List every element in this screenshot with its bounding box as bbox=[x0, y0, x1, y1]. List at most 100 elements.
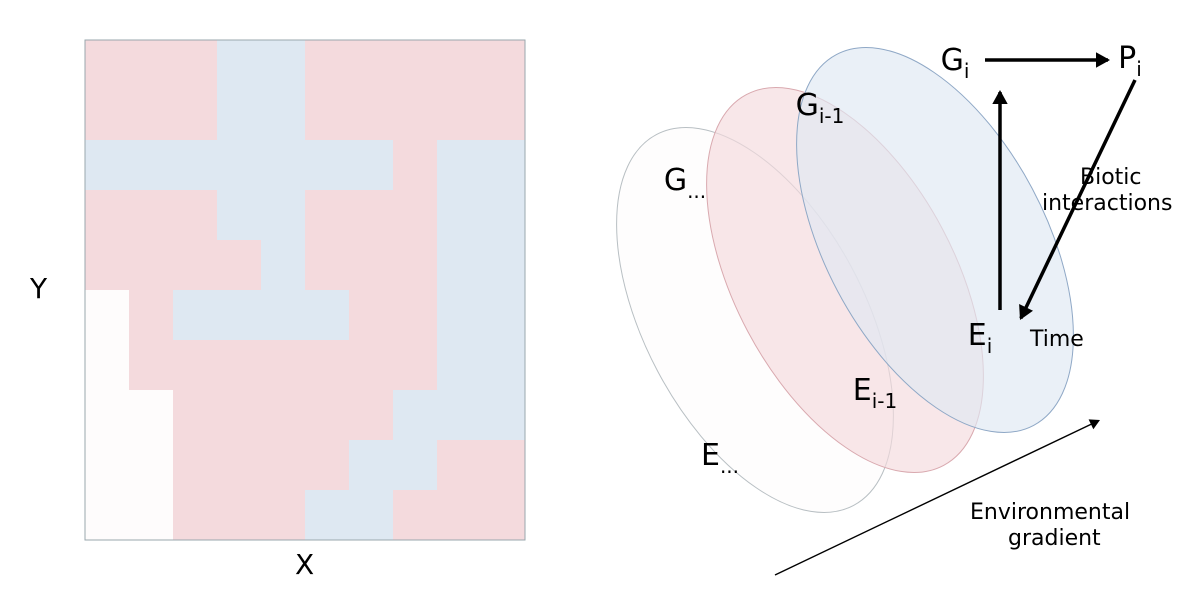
heatmap-cell bbox=[173, 290, 218, 341]
heatmap-cell bbox=[393, 340, 438, 391]
heatmap-cell bbox=[217, 40, 262, 91]
heatmap-cell bbox=[349, 290, 394, 341]
heatmap-cell bbox=[129, 240, 174, 291]
heatmap bbox=[85, 40, 526, 541]
heatmap-cell bbox=[349, 490, 394, 541]
heatmap-cell bbox=[305, 390, 350, 441]
heatmap-cell bbox=[261, 40, 306, 91]
heatmap-cell bbox=[261, 240, 306, 291]
heatmap-cell bbox=[393, 190, 438, 241]
heatmap-cell bbox=[393, 140, 438, 191]
heatmap-cell bbox=[261, 390, 306, 441]
heatmap-cell bbox=[85, 390, 130, 441]
heatmap-cell bbox=[481, 340, 526, 391]
heatmap-cell bbox=[393, 490, 438, 541]
heatmap-cell bbox=[437, 40, 482, 91]
heatmap-cell bbox=[173, 90, 218, 141]
heatmap-cell bbox=[349, 340, 394, 391]
heatmap-cell bbox=[129, 390, 174, 441]
heatmap-cell bbox=[129, 490, 174, 541]
heatmap-cell bbox=[261, 190, 306, 241]
heatmap-cell bbox=[217, 340, 262, 391]
heatmap-cell bbox=[85, 240, 130, 291]
heatmap-cell bbox=[305, 90, 350, 141]
heatmap-cell bbox=[173, 390, 218, 441]
node-P: Pi bbox=[1118, 41, 1142, 81]
heatmap-cell bbox=[437, 90, 482, 141]
heatmap-cell bbox=[437, 490, 482, 541]
heatmap-cell bbox=[85, 90, 130, 141]
heatmap-cell bbox=[129, 140, 174, 191]
heatmap-cell bbox=[261, 490, 306, 541]
heatmap-cell bbox=[85, 290, 130, 341]
heatmap-cell bbox=[173, 190, 218, 241]
heatmap-cell bbox=[85, 190, 130, 241]
heatmap-cell bbox=[393, 290, 438, 341]
heatmap-cell bbox=[173, 40, 218, 91]
heatmap-cell bbox=[217, 390, 262, 441]
heatmap-cell bbox=[481, 40, 526, 91]
heatmap-cell bbox=[349, 240, 394, 291]
heatmap-cell bbox=[481, 490, 526, 541]
heatmap-cell bbox=[217, 190, 262, 241]
heatmap-cell bbox=[173, 490, 218, 541]
heatmap-cell bbox=[393, 440, 438, 491]
heatmap-cell bbox=[129, 40, 174, 91]
heatmap-cell bbox=[217, 490, 262, 541]
heatmap-cell bbox=[349, 140, 394, 191]
heatmap-cell bbox=[481, 240, 526, 291]
heatmap-cell bbox=[437, 240, 482, 291]
node-G_blue: Gi bbox=[941, 43, 970, 83]
heatmap-cell bbox=[261, 340, 306, 391]
heatmap-cell bbox=[129, 190, 174, 241]
heatmap-cell bbox=[305, 440, 350, 491]
heatmap-cell bbox=[437, 190, 482, 241]
heatmap-cell bbox=[217, 90, 262, 141]
heatmap-cell bbox=[129, 290, 174, 341]
heatmap-cell bbox=[85, 340, 130, 391]
heatmap-cell bbox=[393, 90, 438, 141]
heatmap-cell bbox=[217, 440, 262, 491]
heatmap-cell bbox=[305, 490, 350, 541]
heatmap-cell bbox=[305, 340, 350, 391]
heatmap-cell bbox=[437, 440, 482, 491]
heatmap-cell bbox=[85, 40, 130, 91]
heatmap-cell bbox=[393, 40, 438, 91]
heatmap-cell bbox=[85, 490, 130, 541]
heatmap-cell bbox=[173, 340, 218, 391]
heatmap-cell bbox=[481, 140, 526, 191]
heatmap-cell bbox=[349, 390, 394, 441]
arrowhead-G_to_P bbox=[1096, 52, 1110, 67]
heatmap-cell bbox=[173, 240, 218, 291]
heatmap-cell bbox=[305, 240, 350, 291]
heatmap-cell bbox=[481, 290, 526, 341]
concept-diagram: GiGi-1G...EiEi-1E...Pi bbox=[559, 3, 1142, 575]
heatmap-cell bbox=[129, 90, 174, 141]
arrowhead-E_to_G bbox=[992, 90, 1007, 104]
heatmap-cell bbox=[349, 40, 394, 91]
heatmap-cell bbox=[481, 90, 526, 141]
heatmap-cell bbox=[129, 440, 174, 491]
heatmap-cell bbox=[305, 40, 350, 91]
heatmap-cell bbox=[129, 340, 174, 391]
heatmap-cell bbox=[217, 240, 262, 291]
heatmap-cell bbox=[437, 290, 482, 341]
heatmap-cell bbox=[217, 290, 262, 341]
heatmap-cell bbox=[85, 440, 130, 491]
heatmap-cell bbox=[393, 390, 438, 441]
heatmap-cell bbox=[261, 140, 306, 191]
heatmap-cell bbox=[261, 440, 306, 491]
heatmap-cell bbox=[261, 90, 306, 141]
heatmap-cell bbox=[349, 90, 394, 141]
heatmap-cell bbox=[437, 390, 482, 441]
heatmap-cell bbox=[173, 140, 218, 191]
heatmap-cell bbox=[481, 440, 526, 491]
heatmap-cell bbox=[261, 290, 306, 341]
heatmap-cell bbox=[349, 440, 394, 491]
heatmap-cell bbox=[481, 190, 526, 241]
heatmap-cell bbox=[349, 190, 394, 241]
heatmap-cell bbox=[437, 140, 482, 191]
heatmap-cell bbox=[305, 190, 350, 241]
heatmap-cell bbox=[481, 390, 526, 441]
heatmap-cell bbox=[85, 140, 130, 191]
